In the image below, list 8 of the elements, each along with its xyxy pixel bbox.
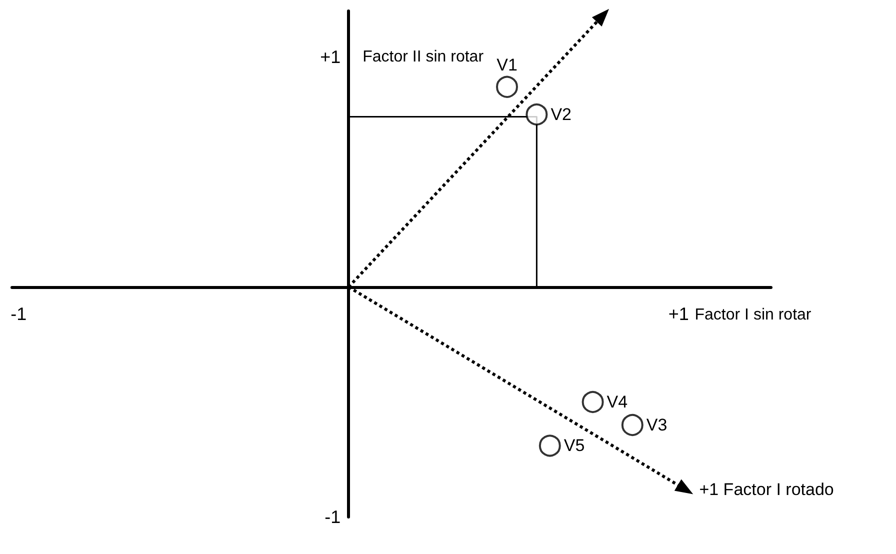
annotation: V2 <box>550 105 572 124</box>
annotation: V3 <box>646 416 668 434</box>
y-axis-title: Factor II sin rotar <box>362 48 484 66</box>
annotation: V5 <box>564 436 585 456</box>
annotation: V4 <box>606 392 628 412</box>
x-axis-title: Factor I sin rotar <box>694 306 812 324</box>
annotation: +1 Factor I rotado <box>699 480 834 499</box>
annotation: V1 <box>496 55 518 74</box>
